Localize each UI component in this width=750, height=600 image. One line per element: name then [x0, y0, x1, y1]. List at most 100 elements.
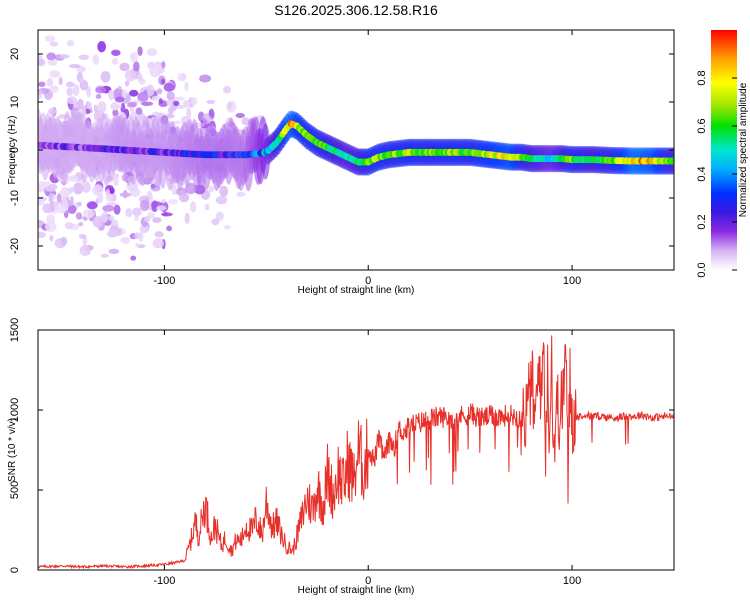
snr-y-tick-label: 1000 — [9, 398, 21, 422]
spectrogram-y-tick-label: 0 — [9, 147, 21, 153]
noise-speckle — [38, 198, 45, 206]
noise-speckle — [44, 35, 56, 43]
noise-speckle — [95, 94, 102, 100]
noise-speckle — [79, 79, 89, 91]
noise-speckle — [49, 85, 59, 93]
noise-speckle — [166, 225, 173, 232]
noise-speckle — [173, 96, 185, 101]
noise-speckle — [49, 235, 54, 242]
snr-y-axis: 0 500 1000 1500 — [9, 318, 674, 573]
snr-x-axis: -100 0 100 — [153, 330, 581, 587]
noise-speckle — [42, 203, 54, 214]
noise-speckle — [49, 70, 61, 78]
noise-speckle — [199, 74, 211, 83]
noise-speckle — [149, 66, 161, 78]
noise-speckle — [49, 41, 59, 47]
noise-speckle — [66, 40, 75, 47]
noise-speckle — [68, 64, 81, 69]
noise-speckle — [105, 188, 110, 196]
noise-speckle — [38, 180, 46, 189]
noise-speckle — [143, 216, 151, 223]
noise-speckle — [58, 76, 63, 86]
noise-speckle — [38, 231, 46, 239]
noise-speckle — [134, 232, 141, 240]
noise-speckle — [92, 54, 100, 66]
snr-panel: -100 0 100 0 500 1000 1500 Height of straight… — [7, 318, 675, 596]
noise-speckle — [152, 217, 162, 224]
noise-speckle — [77, 221, 84, 227]
snr-y-tick-label: 1500 — [9, 318, 21, 342]
noise-speckle — [117, 85, 122, 90]
noise-speckle — [108, 215, 115, 222]
noise-speckle — [160, 78, 166, 85]
chart-title: S126.2025.306.12.58.R16 — [274, 2, 438, 18]
spectrogram-y-tick-label: 10 — [9, 96, 21, 108]
noise-speckle — [119, 62, 130, 72]
noise-speckle — [79, 77, 85, 83]
noise-speckle — [125, 208, 133, 218]
noise-speckle — [102, 205, 115, 212]
noise-speckle — [69, 195, 74, 205]
noise-speckle — [139, 199, 150, 212]
colorbar: 0.0 0.2 0.4 0.6 0.8 Normalized spectral ampl… — [696, 30, 749, 278]
noise-speckle — [236, 191, 246, 197]
snr-series-line — [38, 335, 674, 570]
noise-speckle — [158, 98, 163, 104]
noise-speckle — [133, 61, 140, 72]
noise-speckle — [115, 96, 125, 103]
spectrogram-x-label: Height of straight line (km) — [298, 285, 415, 296]
colorbar-tick-label: 0.4 — [696, 166, 708, 181]
colorbar-tick-label: 0.2 — [696, 214, 708, 229]
noise-speckle — [130, 255, 137, 261]
snr-plot-area — [38, 335, 674, 570]
spectrogram-heatmap — [38, 35, 674, 261]
spectrogram-y-label: Frequency (Hz) — [7, 116, 18, 185]
noise-speckle — [73, 182, 84, 195]
spectrogram-x-axis: -100 0 100 — [153, 30, 581, 287]
noise-speckle — [102, 211, 109, 223]
noise-speckle — [113, 175, 119, 187]
noise-speckle — [235, 113, 245, 119]
noise-speckle — [78, 234, 87, 239]
noise-speckle — [141, 101, 154, 106]
noise-speckle — [181, 115, 189, 125]
noise-speckle — [163, 82, 175, 92]
noise-speckle — [139, 225, 150, 234]
noise-speckle — [128, 101, 137, 107]
noise-speckle — [183, 100, 191, 108]
noise-speckle — [77, 98, 84, 110]
noise-speckle — [223, 85, 232, 94]
noise-speckle — [173, 100, 180, 106]
noise-speckle — [204, 203, 210, 211]
noise-speckle — [113, 204, 121, 215]
noise-speckle — [62, 198, 69, 211]
noise-speckle — [156, 205, 167, 211]
noise-speckle — [68, 175, 79, 182]
noise-speckle — [223, 225, 231, 230]
noise-speckle — [108, 248, 120, 255]
noise-speckle — [206, 99, 216, 104]
noise-speckle — [75, 212, 83, 220]
spectrogram-y-tick-label: -10 — [9, 190, 21, 206]
noise-speckle — [38, 93, 43, 100]
noise-speckle — [86, 201, 98, 210]
noise-speckle — [92, 216, 104, 228]
noise-speckle — [64, 222, 74, 230]
noise-speckle — [161, 61, 166, 69]
noise-speckle — [215, 196, 228, 205]
noise-speckle — [68, 187, 75, 192]
noise-speckle — [129, 107, 134, 113]
noise-speckle — [95, 86, 107, 94]
spectrogram-y-tick-label: -20 — [9, 238, 21, 254]
noise-speckle — [208, 108, 215, 118]
noise-speckle — [129, 52, 139, 63]
spectrogram-x-tick-label: 100 — [563, 275, 581, 287]
noise-speckle — [47, 59, 58, 66]
noise-speckle — [211, 218, 220, 226]
noise-speckle — [152, 238, 164, 249]
noise-speckle — [106, 230, 119, 238]
snr-x-tick-label: 100 — [563, 575, 581, 587]
colorbar-scale — [711, 30, 737, 270]
noise-speckle — [66, 87, 73, 97]
